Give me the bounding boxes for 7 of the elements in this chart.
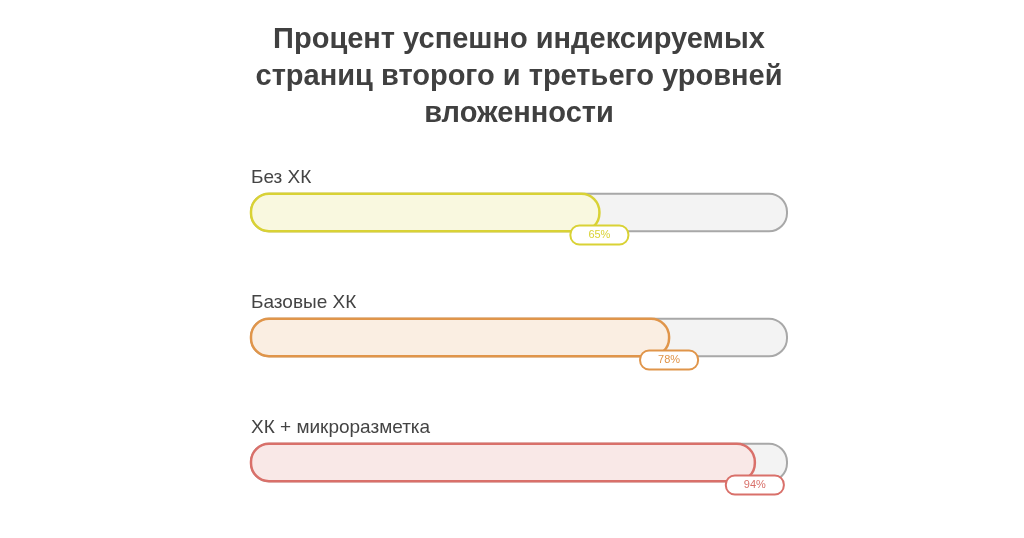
data-label: 65% — [588, 228, 611, 240]
chart-title: Процент успешно индексируемых страниц второго и третьего уровней вложенности — [255, 22, 783, 128]
data-label: 78% — [658, 353, 681, 365]
y-tick-label: Базовые ХК — [251, 290, 357, 312]
y-tick-label: Без ХК — [251, 165, 312, 187]
y-tick-label: ХК + микроразметка — [251, 415, 431, 437]
data-label: 94% — [743, 478, 767, 490]
